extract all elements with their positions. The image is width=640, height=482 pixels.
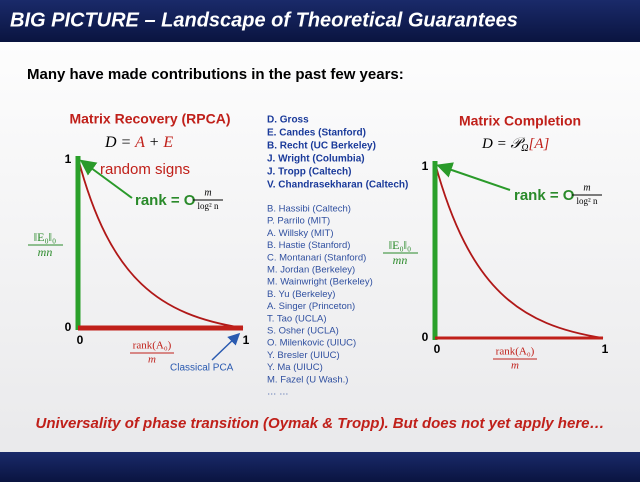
contributor: Y. Bresler (UIUC) (267, 350, 340, 361)
footer-text: Universality of phase transition (Oymak … (36, 415, 605, 432)
contributor: … … (267, 387, 289, 398)
tick-label: 1 (65, 152, 72, 166)
eq-part: E (162, 134, 173, 151)
rank-den: log² n (198, 201, 219, 211)
tick-label: 0 (65, 320, 72, 334)
contributor: M. Fazel (U Wash.) (267, 374, 348, 385)
contributor: S. Osher (UCLA) (267, 326, 339, 337)
contributor: B. Yu (Berkeley) (267, 289, 335, 300)
contributor-list: D. Gross E. Candes (Stanford) B. Recht (UC… (267, 115, 408, 398)
x-label-num: rank(A₀) (133, 340, 172, 352)
rank-den: log² n (577, 196, 598, 206)
panel-title: Matrix Recovery (RPCA) (69, 111, 230, 127)
eq-part: D = 𝒫 (481, 136, 525, 152)
contributor: T. Tao (UCLA) (267, 313, 326, 324)
tick-label: 0 (434, 342, 441, 356)
annotation: random signs (100, 161, 190, 178)
tick-label: 1 (243, 333, 250, 347)
eq-part: A (134, 134, 145, 151)
contributor: A. Singer (Princeton) (267, 301, 355, 312)
arrow (79, 159, 133, 199)
contributor: Y. Ma (UIUC) (267, 362, 323, 373)
rank-num: m (204, 187, 211, 198)
arrow (211, 332, 241, 361)
equation: D = 𝒫Ω[A] (481, 136, 550, 154)
rank-prefix: rank = O (514, 187, 575, 204)
contributor: E. Candes (Stanford) (267, 128, 366, 139)
eq-part: [A] (529, 136, 550, 152)
tick-label: 0 (422, 330, 429, 344)
contributor: V. Chandrasekharan (Caltech) (267, 180, 408, 191)
tick-label: 1 (602, 342, 609, 356)
contributor: J. Wright (Columbia) (267, 154, 365, 165)
curve (434, 162, 604, 339)
curve (77, 157, 244, 329)
eq-part: D = (104, 134, 131, 151)
y-label-den: mn (393, 253, 408, 267)
title: BIG PICTURE – Landscape of Theoretical G… (10, 9, 518, 31)
contributor: J. Tropp (Caltech) (267, 167, 351, 178)
panel-title: Matrix Completion (459, 113, 581, 129)
y-label-num: ‖E₀‖₀ (34, 230, 56, 244)
contributor: P. Parrilo (MIT) (267, 216, 330, 227)
rank-num: m (583, 182, 590, 193)
y-label-num: ‖E₀‖₀ (389, 238, 411, 252)
subtitle: Many have made contributions in the past… (27, 66, 404, 83)
x-label-num: rank(A₀) (496, 346, 535, 358)
footer-bar (0, 452, 640, 482)
arrow (436, 162, 511, 191)
contributor: O. Milenkovic (UIUC) (267, 338, 356, 349)
tick-label: 0 (77, 333, 84, 347)
eq-part: + (149, 134, 160, 151)
equation: D = A + E (104, 134, 173, 151)
contributor: M. Wainwright (Berkeley) (267, 277, 373, 288)
contributor: B. Recht (UC Berkeley) (267, 141, 376, 152)
header-bar (0, 0, 640, 42)
contributor: B. Hassibi (Caltech) (267, 204, 351, 215)
contributor: A. Willsky (MIT) (267, 228, 334, 239)
contributor: D. Gross (267, 115, 309, 126)
note: Classical PCA (170, 363, 234, 374)
contributor: M. Jordan (Berkeley) (267, 265, 355, 276)
x-label-den: m (148, 354, 156, 366)
x-label-den: m (511, 360, 519, 372)
tick-label: 1 (422, 159, 429, 173)
eq-part: Ω (521, 143, 528, 154)
rank-prefix: rank = O (135, 192, 196, 209)
contributor: C. Montanari (Stanford) (267, 252, 366, 263)
y-label-den: mn (38, 245, 53, 259)
contributor: B. Hastie (Stanford) (267, 240, 350, 251)
